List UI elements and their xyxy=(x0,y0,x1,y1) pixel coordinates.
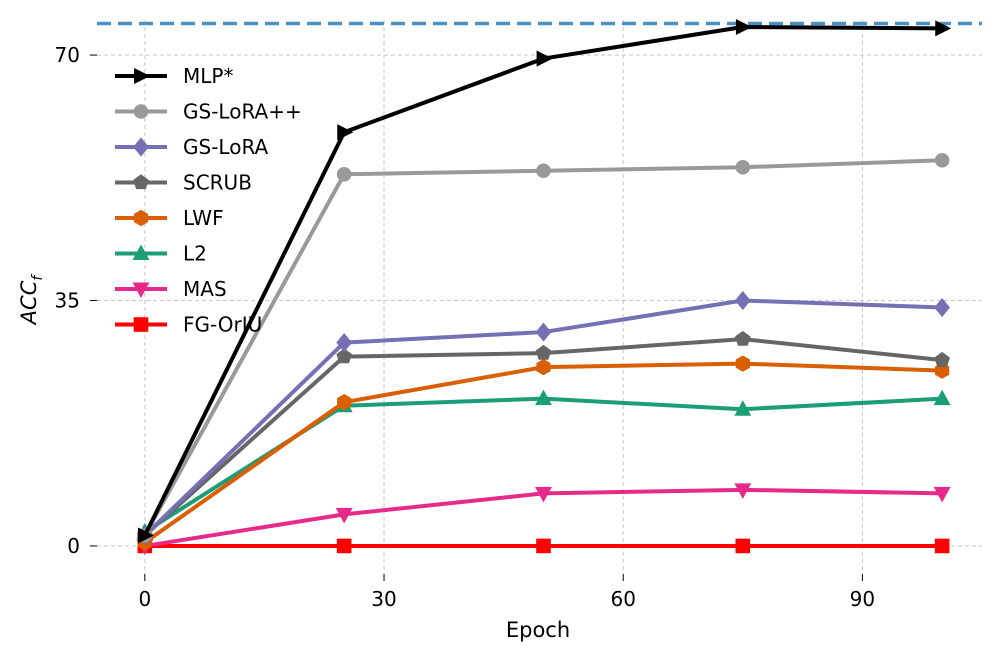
data-point-lwf xyxy=(536,358,551,376)
y-axis-label-sub: f xyxy=(30,274,46,281)
y-axis-label: ACCf xyxy=(17,274,46,327)
x-tick-label: 0 xyxy=(138,587,151,611)
data-point-gs-lora xyxy=(734,290,751,311)
data-point-l2 xyxy=(535,389,552,406)
data-point-l2 xyxy=(734,400,752,416)
legend-marker xyxy=(133,137,149,157)
data-point-l2 xyxy=(933,389,951,406)
data-point-mlp xyxy=(536,50,553,67)
ticks-group: 0 30 60 90 0 35 70 xyxy=(55,43,876,611)
x-tick-label: 90 xyxy=(850,587,875,611)
legend-label: MLP* xyxy=(183,64,233,88)
legend-label: LWF xyxy=(183,206,224,230)
series-group xyxy=(136,19,952,555)
data-point-gs-lora xyxy=(535,322,552,342)
legend-marker xyxy=(132,244,150,260)
legend-item-fg-oriu: FG-OrIU xyxy=(115,313,262,337)
x-axis-label: Epoch xyxy=(506,618,570,642)
series-mlp xyxy=(137,19,952,544)
data-point-gs-lora xyxy=(934,152,950,168)
legend-label: GS-LoRA xyxy=(183,135,269,159)
data-point-mlp xyxy=(735,19,752,36)
legend-marker xyxy=(133,174,149,190)
series-lwf xyxy=(137,355,950,551)
data-point-mas xyxy=(335,507,353,524)
data-point-gs-lora xyxy=(536,163,551,179)
legend-label: GS-LoRA++ xyxy=(183,100,302,124)
data-point-mlp xyxy=(137,527,154,544)
data-point-lwf xyxy=(337,394,352,411)
legend-item-scrub: SCRUB xyxy=(115,171,252,195)
legend-marker xyxy=(132,282,150,299)
y-tick-label: 70 xyxy=(55,43,80,67)
legend: MLP* GS-LoRA++ GS-LoRA SCRUB LWF L2 MAS FG-OrIU xyxy=(115,64,302,337)
legend-item-mlp: MLP* xyxy=(115,64,233,88)
data-point-mlp xyxy=(935,20,952,37)
legend-label: MAS xyxy=(183,277,227,301)
legend-item-lwf: LWF xyxy=(115,206,224,230)
legend-item-mas: MAS xyxy=(115,277,227,301)
data-point-fg-oriu xyxy=(735,538,751,554)
y-tick-label: 0 xyxy=(67,534,80,558)
data-point-gs-lora xyxy=(336,166,352,182)
data-point-scrub xyxy=(934,351,950,367)
legend-label: FG-OrIU xyxy=(183,313,262,337)
legend-marker xyxy=(133,317,149,332)
y-tick-label: 35 xyxy=(55,289,80,313)
data-point-scrub xyxy=(535,344,552,360)
legend-marker xyxy=(133,104,149,119)
data-point-gs-lora xyxy=(336,332,353,353)
data-point-fg-oriu xyxy=(336,538,352,554)
legend-marker xyxy=(134,67,151,85)
data-point-gs-lora xyxy=(934,297,950,318)
data-point-lwf xyxy=(735,355,750,372)
data-point-mlp xyxy=(337,124,354,141)
data-point-mas xyxy=(535,486,552,503)
legend-item-gs-lora: GS-LoRA xyxy=(115,135,269,159)
data-point-lwf xyxy=(935,362,950,379)
data-point-fg-oriu xyxy=(536,538,551,554)
legend-item-l2: L2 xyxy=(115,242,207,266)
data-point-scrub xyxy=(734,330,751,346)
x-tick-label: 30 xyxy=(371,587,396,611)
data-point-fg-oriu xyxy=(934,538,950,554)
legend-item-gs-lora: GS-LoRA++ xyxy=(115,100,302,124)
data-point-gs-lora xyxy=(735,159,751,175)
series-fg-oriu xyxy=(137,538,950,554)
legend-marker xyxy=(133,209,149,227)
data-point-scrub xyxy=(336,348,352,364)
data-point-mas xyxy=(933,486,951,503)
legend-label: SCRUB xyxy=(183,171,252,195)
x-tick-label: 60 xyxy=(610,587,635,611)
data-point-mas xyxy=(734,483,752,499)
legend-label: L2 xyxy=(183,242,207,266)
y-axis-label-main: ACC xyxy=(17,280,41,326)
